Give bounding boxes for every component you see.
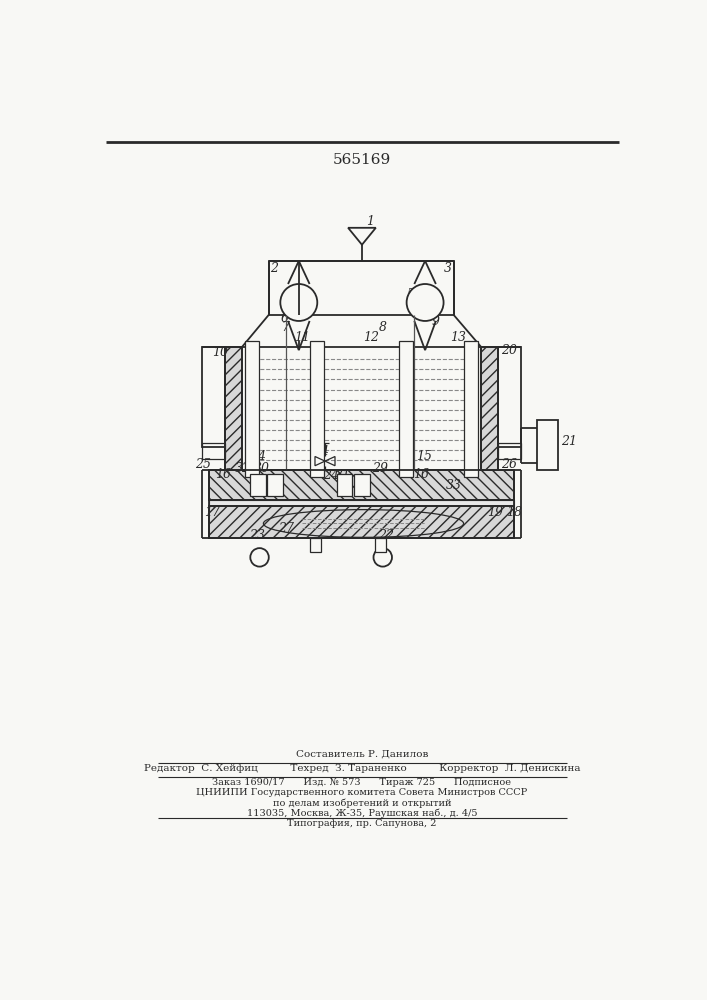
Text: 1: 1 — [366, 215, 374, 228]
Text: 16: 16 — [414, 468, 430, 481]
Text: 12: 12 — [363, 331, 380, 344]
Bar — [201, 347, 225, 447]
Text: 2: 2 — [269, 262, 278, 275]
Text: 565169: 565169 — [333, 153, 391, 167]
Text: 113035, Москва, Ж-35, Раушская наб., д. 4/5: 113035, Москва, Ж-35, Раушская наб., д. … — [247, 808, 477, 818]
Circle shape — [250, 548, 269, 567]
Text: 8: 8 — [379, 321, 387, 334]
Text: 21: 21 — [561, 435, 578, 448]
Text: 27: 27 — [278, 522, 294, 535]
Bar — [201, 443, 225, 459]
Bar — [245, 341, 259, 477]
Bar — [209, 500, 514, 506]
Text: 34: 34 — [313, 445, 329, 458]
Text: 6: 6 — [281, 312, 289, 325]
Bar — [354, 474, 370, 496]
Bar — [209, 470, 514, 500]
Text: Составитель Р. Данилов: Составитель Р. Данилов — [296, 750, 428, 759]
Text: 26: 26 — [501, 458, 518, 471]
Bar — [481, 347, 498, 470]
Text: 5: 5 — [407, 288, 414, 301]
Text: 4: 4 — [281, 288, 289, 301]
Text: 17: 17 — [204, 506, 220, 519]
Bar — [498, 347, 521, 447]
Text: 19: 19 — [486, 506, 503, 519]
Text: ЦНИИПИ Государственного комитета Совета Министров СССР: ЦНИИПИ Государственного комитета Совета … — [197, 788, 527, 797]
Text: 33: 33 — [446, 479, 462, 492]
Text: 29: 29 — [372, 462, 388, 475]
Text: 13: 13 — [450, 331, 467, 344]
Text: 30: 30 — [254, 462, 270, 475]
Bar — [269, 261, 454, 315]
Text: 15: 15 — [416, 450, 432, 463]
Text: 32: 32 — [235, 462, 251, 475]
Bar — [267, 474, 283, 496]
Bar — [537, 420, 559, 470]
Text: 22: 22 — [378, 529, 394, 542]
Text: по делам изобретений и открытий: по делам изобретений и открытий — [273, 798, 451, 808]
Bar — [310, 341, 325, 477]
Bar — [310, 538, 321, 552]
Bar — [375, 538, 386, 552]
Bar — [399, 341, 413, 477]
Bar — [209, 470, 514, 538]
Text: 10: 10 — [212, 346, 228, 359]
Text: 24: 24 — [324, 469, 339, 482]
Circle shape — [373, 548, 392, 567]
Text: 25: 25 — [195, 458, 211, 471]
Text: Типография, пр. Сапунова, 2: Типография, пр. Сапунова, 2 — [287, 819, 437, 828]
Text: 9: 9 — [431, 315, 439, 328]
Text: 18: 18 — [506, 506, 522, 519]
Bar — [209, 506, 514, 538]
Bar — [225, 347, 242, 470]
Bar — [250, 474, 266, 496]
Bar — [481, 347, 498, 470]
Bar — [209, 470, 514, 500]
Bar — [225, 347, 242, 470]
Text: Заказ 1690/17      Изд. № 573      Тираж 725      Подписное: Заказ 1690/17 Изд. № 573 Тираж 725 Подпи… — [212, 778, 511, 787]
Bar — [337, 474, 352, 496]
Bar — [209, 506, 514, 538]
Text: 31: 31 — [335, 469, 351, 482]
Text: 16: 16 — [215, 468, 231, 481]
Text: 28: 28 — [244, 462, 260, 475]
Text: 7: 7 — [281, 321, 289, 334]
Bar — [498, 443, 521, 459]
Text: Редактор  С. Хейфиц          Техред  З. Тараненко          Корректор  Л. Дениски: Редактор С. Хейфиц Техред З. Тараненко К… — [144, 764, 580, 773]
Bar — [464, 341, 478, 477]
Circle shape — [281, 284, 317, 321]
Text: 14: 14 — [250, 450, 267, 463]
Circle shape — [407, 284, 443, 321]
Text: 3: 3 — [444, 262, 452, 275]
Text: 23: 23 — [249, 529, 264, 542]
Text: 11: 11 — [294, 331, 310, 344]
Text: 20: 20 — [501, 344, 518, 358]
